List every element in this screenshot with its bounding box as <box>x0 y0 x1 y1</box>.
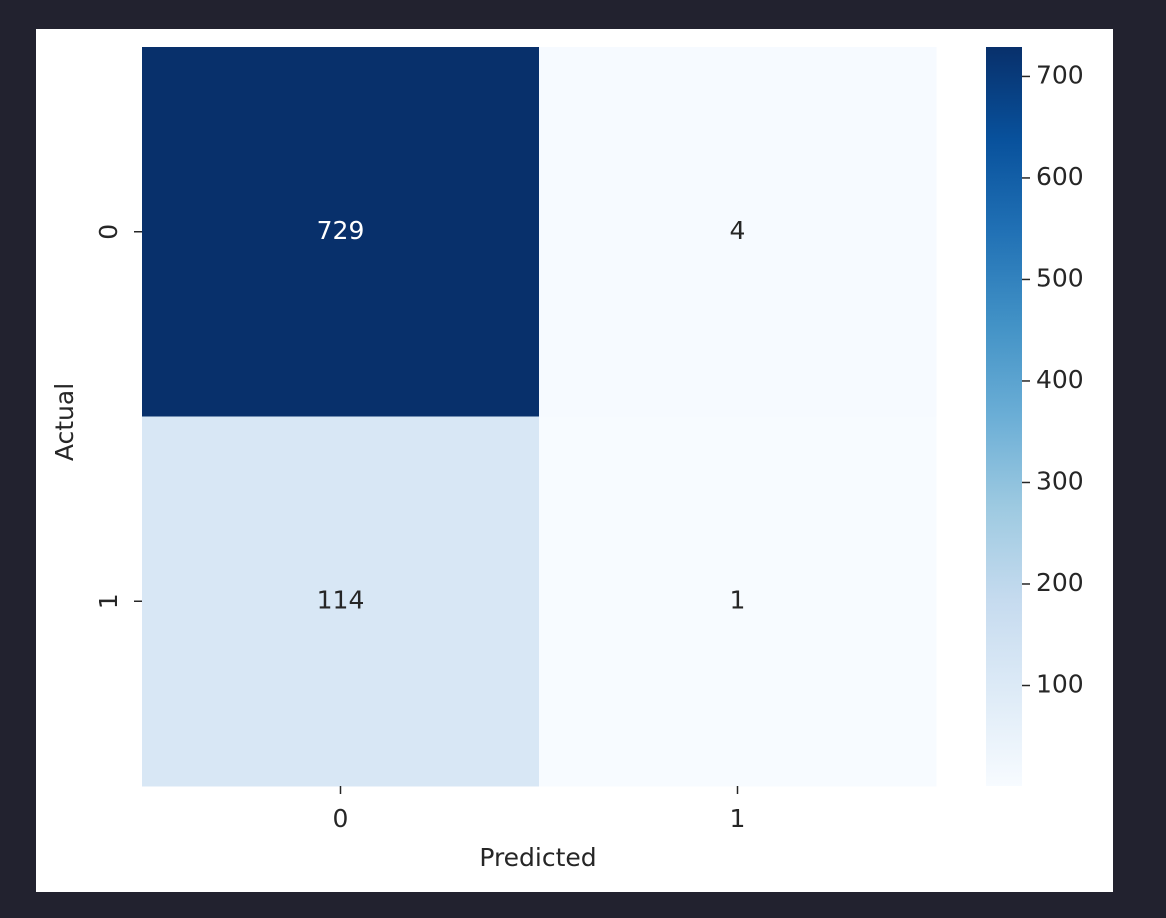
x-axis-label: Predicted <box>479 843 596 872</box>
x-tick-label: 0 <box>333 804 349 833</box>
heatmap-cell <box>142 47 540 417</box>
colorbar-tick-label: 700 <box>1036 60 1084 89</box>
y-tick-label: 1 <box>94 593 123 609</box>
colorbar-tick-label: 500 <box>1036 263 1084 292</box>
heatmap-cell <box>142 416 540 787</box>
x-tick-label: 1 <box>730 804 746 833</box>
y-tick-label: 0 <box>94 224 123 240</box>
colorbar-tick-label: 200 <box>1036 568 1084 597</box>
colorbar <box>986 47 1022 786</box>
colorbar-tick-label: 100 <box>1036 670 1084 699</box>
colorbar-tick-label: 400 <box>1036 365 1084 394</box>
cell-label: 1 <box>730 585 746 614</box>
heatmap-cell <box>539 416 937 787</box>
colorbar-tick-label: 300 <box>1036 466 1084 495</box>
y-axis-label: Actual <box>50 383 79 461</box>
cell-label: 729 <box>317 216 365 245</box>
heatmap-cell <box>539 47 937 417</box>
watermark: 知乎 @不胖不胖不胖不胖 <box>750 852 1090 887</box>
colorbar-tick-label: 600 <box>1036 162 1084 191</box>
cell-label: 4 <box>730 216 746 245</box>
cell-label: 114 <box>317 585 365 614</box>
